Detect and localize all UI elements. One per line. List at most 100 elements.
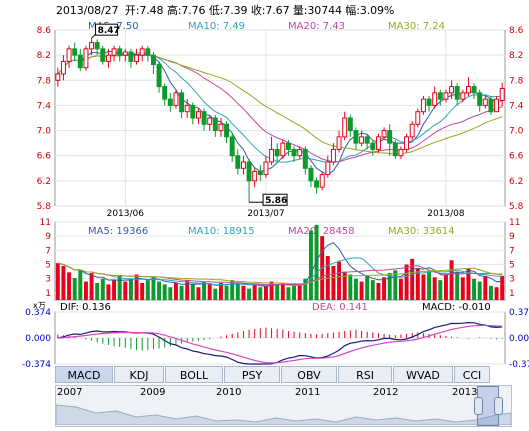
- price-x-tick: 2013/06: [107, 209, 145, 219]
- volume-y-tick-left: 7: [45, 246, 51, 256]
- candle-body: [246, 161, 252, 182]
- range-handle-right[interactable]: [494, 397, 503, 415]
- price-y-tick-right: 6.2: [509, 177, 523, 187]
- candle-body: [162, 86, 168, 100]
- volume-bar: [83, 281, 88, 300]
- candle-body: [229, 136, 235, 157]
- volume-bar: [404, 264, 409, 300]
- price-y-tick-right: 5.8: [509, 202, 524, 212]
- volume-unit: x万: [33, 301, 46, 308]
- candle-body: [297, 148, 303, 157]
- volume-bar: [207, 284, 212, 300]
- macd-y-tick-left: -0.374: [22, 360, 51, 368]
- range-handle-left[interactable]: [474, 397, 483, 415]
- candle-body: [257, 170, 263, 176]
- candle-body: [477, 92, 483, 106]
- volume-y-tick-left: 3: [45, 275, 51, 285]
- candle-body: [370, 142, 376, 150]
- volume-bar: [472, 278, 477, 300]
- low-marker-label: 5.86: [265, 196, 287, 206]
- high-value: 7.76: [181, 4, 206, 17]
- candle-body: [499, 87, 505, 101]
- close-value: 7.67: [265, 4, 290, 17]
- volume-bar: [432, 277, 437, 300]
- volume-bar: [128, 278, 133, 300]
- macd-dea-label: DEA: 0.141: [312, 302, 368, 313]
- volume-bar: [449, 260, 454, 300]
- volume-bar: [95, 282, 100, 300]
- volume-bar: [140, 282, 145, 300]
- candle-body: [128, 51, 134, 62]
- price-y-tick-right: 7.4: [509, 101, 524, 111]
- price-y-tick-right: 8.6: [509, 26, 524, 36]
- macd-dea-line: [57, 324, 503, 364]
- candle-body: [280, 142, 286, 157]
- volume-bar: [297, 284, 302, 300]
- volume-y-tick-right: 9: [509, 232, 515, 242]
- candle-body: [195, 111, 201, 119]
- volume-bar: [410, 258, 415, 300]
- candle-body: [60, 60, 66, 75]
- candle-body: [139, 48, 145, 56]
- candle-body: [274, 148, 280, 157]
- open-value: 7.48: [139, 4, 164, 17]
- timeline-year: 2012: [373, 387, 399, 398]
- volume-y-tick-left: 11: [40, 218, 51, 228]
- volume-y-tick-right: 1: [509, 289, 515, 299]
- price-x-tick: 2013/07: [247, 209, 284, 219]
- candle-body: [83, 48, 89, 69]
- price-y-tick-left: 5.8: [37, 202, 52, 212]
- change-label: 幅:: [345, 4, 360, 17]
- volume-bar: [337, 261, 342, 300]
- price-chart[interactable]: 8.6 8.6 8.2 8.2 7.8 7.8 7.4 7.4 7.0 7.0 6.6 6.6 6.2 6…: [0, 20, 529, 220]
- volume-bar: [235, 282, 240, 300]
- candle-body: [89, 42, 95, 50]
- tab-boll[interactable]: BOLL: [165, 366, 223, 383]
- tab-obv[interactable]: OBV: [281, 366, 337, 383]
- candle-body: [94, 42, 100, 50]
- candle-body: [398, 148, 404, 157]
- change-value: 3.09%: [359, 4, 395, 17]
- price-y-tick-right: 8.2: [509, 51, 523, 61]
- tab-wvad[interactable]: WVAD: [393, 366, 453, 383]
- volume-bar: [286, 287, 291, 300]
- price-ma-legend: MA30: 7.24: [388, 21, 445, 32]
- candle-body: [291, 148, 297, 157]
- candle-body: [252, 170, 258, 182]
- volume-bar: [348, 274, 353, 300]
- candle-body: [404, 136, 410, 150]
- volume-bar: [157, 281, 162, 300]
- volume-bar: [292, 285, 297, 300]
- candle-body: [150, 54, 156, 66]
- candle-body: [100, 48, 106, 62]
- volume-bar: [393, 270, 398, 300]
- volume-y-tick-left: 9: [45, 232, 51, 242]
- tab-kdj[interactable]: KDJ: [114, 366, 164, 383]
- candle-body: [353, 130, 359, 144]
- price-y-tick-left: 6.6: [37, 152, 52, 162]
- volume-bar: [100, 278, 105, 300]
- tab-macd[interactable]: MACD: [55, 366, 113, 383]
- volume-y-tick-right: 5: [509, 261, 515, 271]
- candle-body: [342, 117, 348, 138]
- volume-ma-legend: MA10: 18915: [188, 226, 255, 237]
- tab-psy[interactable]: PSY: [224, 366, 280, 383]
- candle-body: [336, 136, 342, 150]
- volume-bar: [303, 278, 308, 300]
- macd-chart[interactable]: 0.374 0.374 0.000 0.000 -0.374 -0.374 DIF: 0.1…: [0, 300, 529, 368]
- candle-body: [184, 104, 190, 113]
- volume-bar: [365, 275, 370, 300]
- volume-bar: [382, 277, 387, 300]
- high-label: 高:: [166, 4, 182, 17]
- price-ma-legend: MA10: 7.49: [188, 21, 245, 32]
- price-y-tick-left: 7.4: [37, 101, 52, 111]
- candle-body: [449, 86, 455, 94]
- volume-bar: [173, 282, 178, 300]
- tab-rsi[interactable]: RSI: [338, 366, 392, 383]
- volume-y-tick-left: 1: [45, 289, 51, 299]
- tab-cci[interactable]: CCI: [454, 366, 490, 383]
- volume-bar: [275, 284, 280, 300]
- candle-body: [392, 142, 398, 157]
